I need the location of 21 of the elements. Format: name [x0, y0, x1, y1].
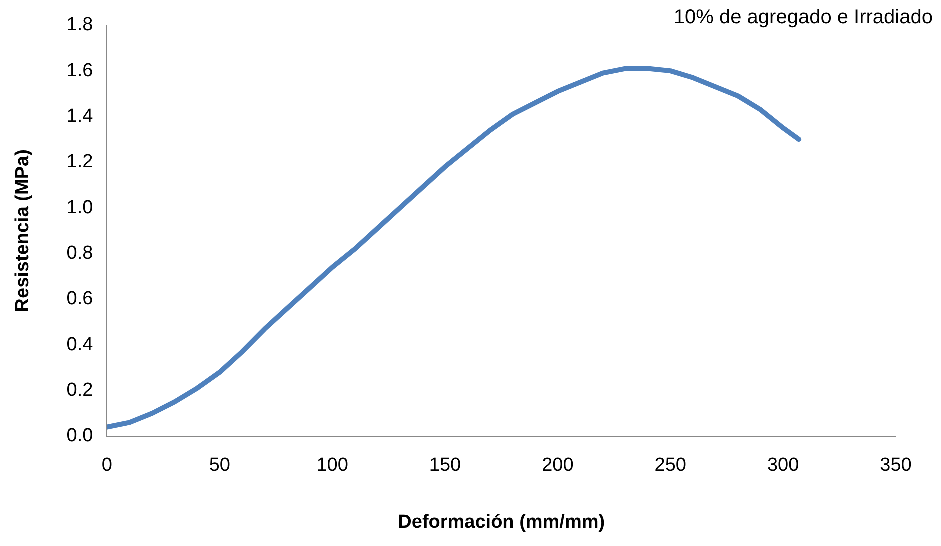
y-tick-label: 1.4: [66, 106, 94, 127]
y-tick-label: 1.6: [66, 60, 94, 82]
y-tick-label: 0.2: [66, 380, 94, 401]
x-tick-label: 350: [880, 455, 912, 476]
y-tick-label: 0.0: [66, 426, 94, 447]
y-tick-label: 0.4: [66, 334, 94, 356]
x-tick-label: 200: [542, 455, 574, 476]
y-tick-label: 0.8: [66, 242, 94, 264]
y-tick-label: 1.0: [66, 197, 94, 218]
x-tick-label: 150: [429, 455, 462, 476]
x-tick-label: 250: [654, 455, 686, 476]
x-tick-label: 100: [316, 455, 348, 476]
y-axis-title: Resistencia (MPa): [12, 150, 34, 312]
y-tick-label: 1.2: [66, 152, 94, 173]
chart-title: 10% de agregado e Irradiado: [674, 6, 933, 29]
y-tick-label: 1.8: [66, 14, 94, 36]
x-tick-label: 50: [209, 455, 230, 476]
x-axis-title: Deformación (mm/mm): [398, 512, 606, 533]
x-tick-label: 300: [767, 455, 800, 476]
y-tick-label: 0.6: [66, 288, 94, 310]
x-tick-label: 0: [102, 455, 112, 476]
